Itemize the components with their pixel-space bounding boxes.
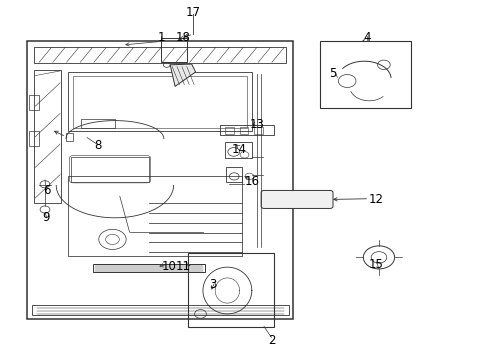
Bar [188, 253, 273, 327]
Text: 11: 11 [176, 260, 190, 273]
Text: 13: 13 [249, 118, 264, 131]
Bar [239, 127, 248, 134]
Text: 9: 9 [42, 211, 50, 224]
Bar [226, 167, 242, 182]
Text: 17: 17 [185, 6, 200, 19]
Text: 12: 12 [368, 193, 383, 206]
Bar [73, 76, 246, 128]
Bar [34, 70, 61, 203]
Text: 15: 15 [368, 258, 383, 271]
Bar [224, 142, 251, 158]
Bar [29, 131, 39, 146]
Bar [224, 127, 233, 134]
Bar [254, 127, 263, 134]
Text: 3: 3 [208, 278, 216, 291]
Bar [68, 72, 251, 131]
FancyBboxPatch shape [261, 190, 332, 208]
Text: 5: 5 [328, 67, 336, 80]
Bar [320, 41, 410, 108]
Bar [93, 264, 205, 272]
Text: 2: 2 [267, 334, 275, 347]
Text: 1: 1 [157, 31, 165, 44]
Bar [66, 133, 73, 141]
Text: 10: 10 [161, 260, 176, 273]
Bar [34, 47, 285, 63]
Bar [81, 119, 115, 128]
Text: 8: 8 [94, 139, 102, 152]
Text: 6: 6 [42, 184, 50, 197]
Text: 14: 14 [232, 143, 246, 156]
Bar [27, 41, 293, 319]
Text: 4: 4 [362, 31, 370, 44]
Bar [71, 157, 149, 182]
Bar [161, 38, 186, 62]
Bar [68, 176, 242, 256]
Bar [220, 125, 273, 135]
FancyArrowPatch shape [55, 131, 63, 136]
Bar [29, 95, 39, 110]
Bar [32, 305, 288, 315]
Polygon shape [170, 64, 195, 86]
Text: 16: 16 [244, 175, 259, 188]
Text: 18: 18 [176, 31, 190, 44]
